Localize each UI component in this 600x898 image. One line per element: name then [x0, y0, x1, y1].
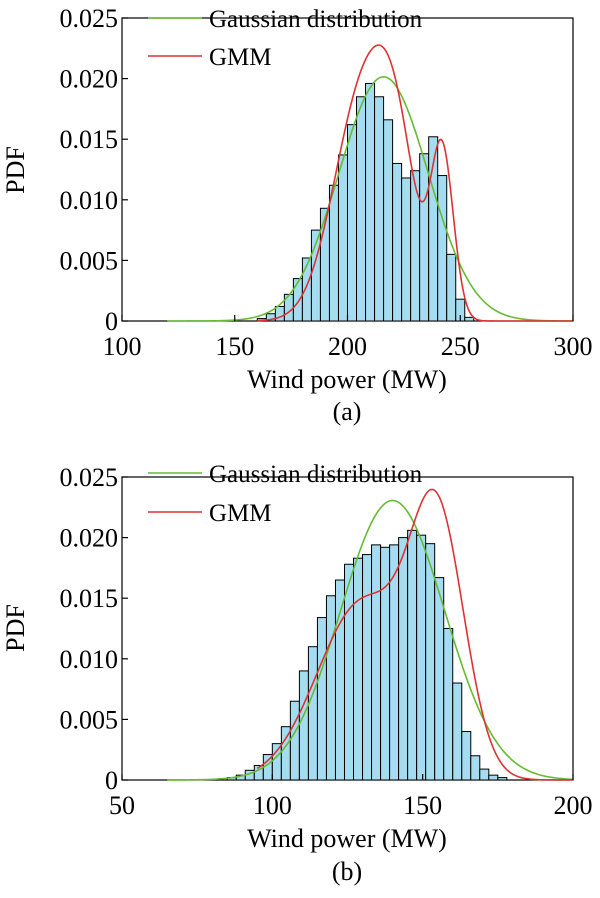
- histogram-bar: [365, 82, 376, 322]
- histogram-bars: [226, 529, 508, 781]
- y-tick-label: 0.015: [60, 584, 119, 613]
- histogram-bar: [497, 777, 508, 781]
- x-axis-label: Wind power (MW): [247, 824, 447, 853]
- histogram-bar: [301, 257, 312, 322]
- x-axis-ticks: 50 100 150 200: [109, 774, 593, 820]
- x-axis-label: Wind power (MW): [247, 365, 447, 394]
- histogram-bar: [353, 557, 364, 781]
- y-tick-label: 0: [105, 307, 118, 336]
- histogram-bar: [347, 124, 358, 322]
- y-axis-label: PDF: [1, 146, 30, 194]
- legend: Gaussian distribution GMM: [148, 6, 423, 71]
- x-tick-label: 100: [103, 332, 142, 361]
- legend-label-gaussian: Gaussian distribution: [209, 461, 423, 488]
- histogram-bar: [410, 170, 421, 322]
- histogram-bar: [383, 119, 394, 322]
- histogram-bar: [371, 544, 382, 781]
- gmm-curve: [256, 488, 573, 781]
- histogram-bar: [343, 563, 355, 781]
- histogram-bar: [289, 700, 300, 781]
- histogram-bar: [452, 682, 463, 781]
- histogram-bar: [434, 577, 445, 781]
- panel-caption: (b): [332, 857, 362, 886]
- histogram-bar: [374, 96, 385, 322]
- histogram-bar: [416, 534, 427, 781]
- histogram-bar: [356, 96, 367, 322]
- histogram-bar: [464, 316, 475, 322]
- histogram-bar: [307, 646, 318, 781]
- histogram-bar: [437, 175, 448, 322]
- x-tick-label: 50: [109, 791, 135, 820]
- chart-panel-b: 0 0.005 0.010 0.015 0.020 0.025 50 100 150 200 G…: [1, 461, 593, 886]
- histogram-bar: [362, 554, 373, 781]
- histogram-bar: [446, 253, 457, 322]
- histogram-bar: [325, 595, 336, 781]
- y-tick-label: 0.010: [60, 186, 119, 215]
- histogram-bar: [292, 278, 303, 322]
- histogram-bar: [280, 726, 291, 781]
- y-tick-label: 0.015: [60, 125, 119, 154]
- legend-label-gaussian: Gaussian distribution: [209, 6, 423, 33]
- histogram-bar: [392, 162, 403, 322]
- histogram-bar: [488, 774, 499, 781]
- histogram-bar: [479, 768, 490, 781]
- y-axis-ticks: 0 0.005 0.010 0.015 0.020 0.025: [60, 463, 128, 795]
- y-tick-label: 0: [105, 766, 118, 795]
- chart-panel-a: 0 0.005 0.010 0.015 0.020 0.025 100 150 200 250 3…: [1, 4, 593, 426]
- x-tick-label: 200: [554, 791, 593, 820]
- histogram-bar: [470, 755, 481, 781]
- x-tick-label: 150: [215, 332, 254, 361]
- histogram-bar: [316, 617, 327, 781]
- histogram-bars: [256, 82, 475, 322]
- x-tick-label: 150: [403, 791, 442, 820]
- y-tick-label: 0.025: [60, 463, 119, 492]
- histogram-bar: [461, 731, 472, 781]
- histogram-bar: [337, 154, 349, 322]
- histogram-bar: [398, 537, 409, 781]
- histogram-bar: [271, 743, 282, 781]
- x-tick-label: 200: [328, 332, 367, 361]
- y-tick-label: 0.005: [60, 246, 119, 275]
- y-tick-label: 0.020: [60, 65, 119, 94]
- pdf-curves: [167, 488, 574, 781]
- y-tick-label: 0.005: [60, 705, 119, 734]
- y-tick-label: 0.010: [60, 645, 119, 674]
- legend: Gaussian distribution GMM: [148, 461, 423, 527]
- histogram-bar: [407, 529, 418, 781]
- legend-label-gmm: GMM: [209, 500, 272, 527]
- x-tick-label: 100: [253, 791, 292, 820]
- histogram-bar: [380, 546, 391, 781]
- histogram-bar: [298, 670, 309, 781]
- y-axis-ticks: 0 0.005 0.010 0.015 0.020 0.025: [60, 4, 128, 336]
- gaussian-curve: [167, 499, 574, 781]
- x-tick-label: 250: [441, 332, 480, 361]
- legend-label-gmm: GMM: [209, 44, 272, 71]
- histogram-bar: [328, 184, 339, 322]
- panel-caption: (a): [333, 397, 362, 426]
- histogram-bar: [419, 153, 430, 322]
- y-tick-label: 0.020: [60, 524, 119, 553]
- y-tick-label: 0.025: [60, 4, 119, 33]
- x-axis-ticks: 100 150 200 250 300: [103, 315, 593, 361]
- x-tick-label: 300: [554, 332, 593, 361]
- histogram-bar: [443, 628, 454, 781]
- histogram-bar: [401, 177, 412, 322]
- gmm-curve: [257, 44, 573, 322]
- y-axis-label: PDF: [1, 604, 30, 652]
- histogram-bar: [425, 543, 436, 781]
